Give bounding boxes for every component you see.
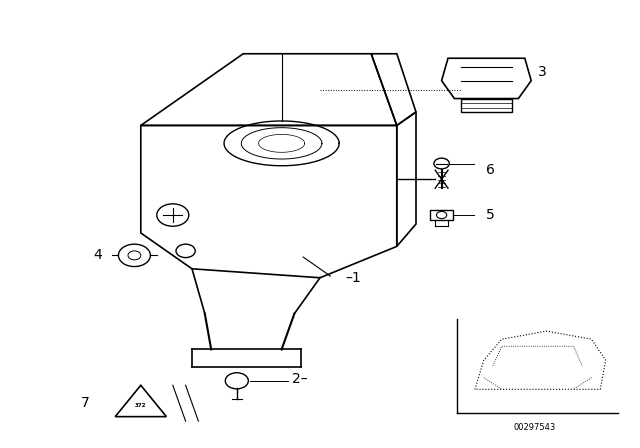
Text: 7: 7 [81, 396, 90, 410]
Text: 2–: 2– [292, 371, 307, 386]
Text: 372: 372 [135, 403, 147, 408]
Text: 5: 5 [486, 208, 495, 222]
Text: 6: 6 [486, 163, 495, 177]
Text: 3: 3 [538, 65, 547, 79]
Text: 4: 4 [93, 248, 102, 263]
Text: 00297543: 00297543 [513, 423, 556, 432]
Text: –1: –1 [346, 271, 362, 285]
